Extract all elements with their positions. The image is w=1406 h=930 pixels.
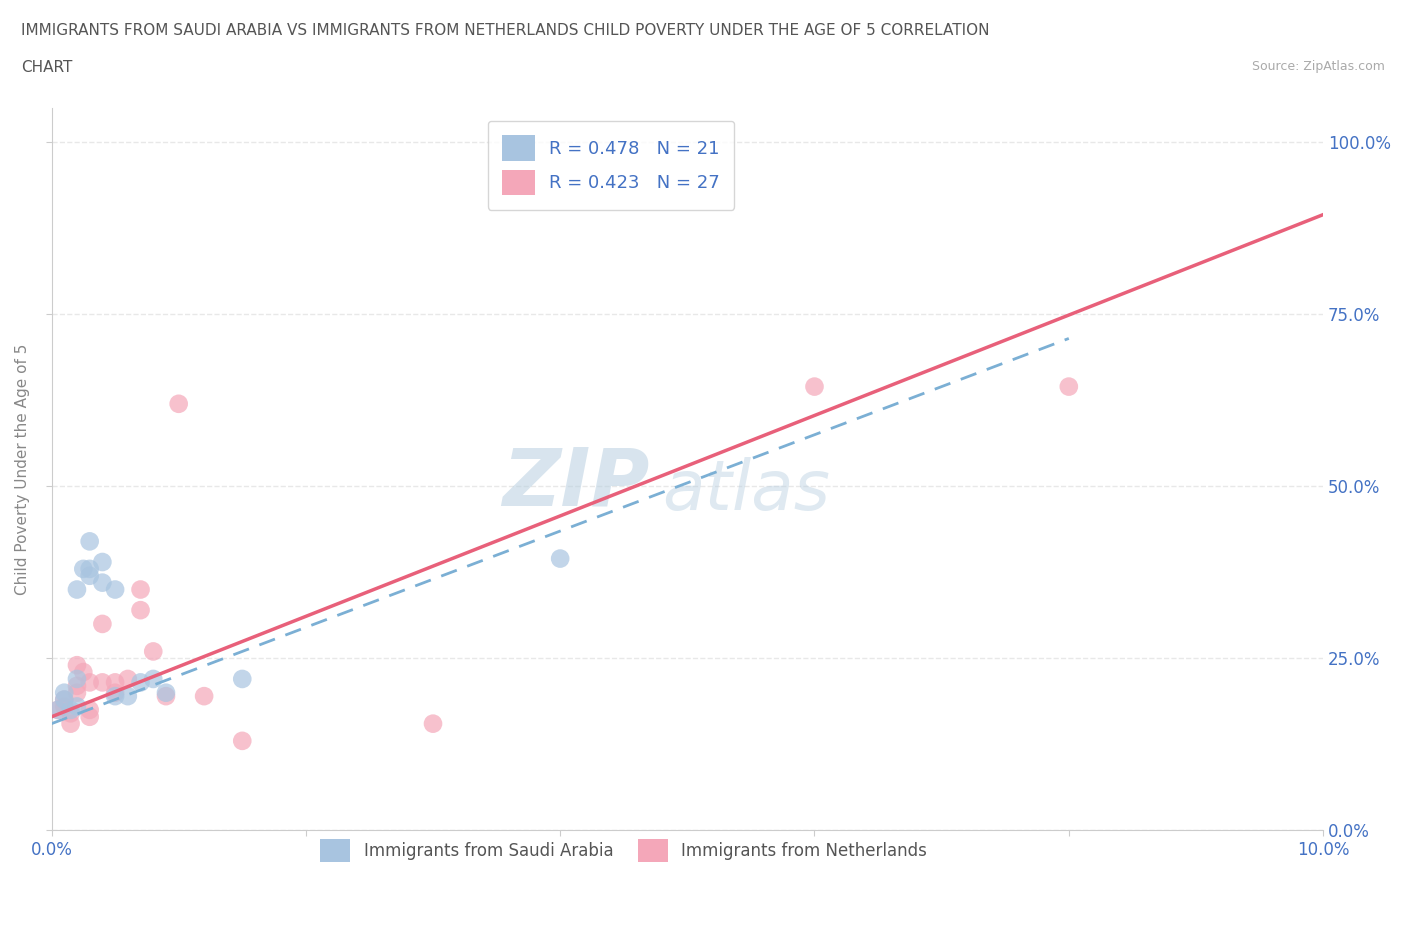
Point — [66, 582, 89, 597]
Point — [66, 678, 89, 693]
Text: ZIP: ZIP — [502, 445, 650, 523]
Point — [155, 685, 177, 700]
Point — [53, 692, 76, 707]
Point — [104, 582, 127, 597]
Point — [142, 671, 165, 686]
Point — [548, 551, 571, 566]
Point — [104, 689, 127, 704]
Point — [79, 568, 101, 583]
Point — [91, 576, 114, 591]
Text: Source: ZipAtlas.com: Source: ZipAtlas.com — [1251, 60, 1385, 73]
Point — [104, 675, 127, 690]
Point — [72, 562, 94, 577]
Point — [129, 603, 152, 618]
Point — [66, 658, 89, 672]
Point — [155, 689, 177, 704]
Point — [79, 710, 101, 724]
Text: CHART: CHART — [21, 60, 73, 75]
Point — [46, 702, 69, 717]
Point — [91, 554, 114, 569]
Legend: Immigrants from Saudi Arabia, Immigrants from Netherlands: Immigrants from Saudi Arabia, Immigrants… — [314, 832, 934, 869]
Point — [66, 671, 89, 686]
Point — [803, 379, 825, 394]
Point — [53, 685, 76, 700]
Point — [91, 617, 114, 631]
Point — [1057, 379, 1080, 394]
Point — [72, 665, 94, 680]
Point — [79, 702, 101, 717]
Point — [129, 582, 152, 597]
Y-axis label: Child Poverty Under the Age of 5: Child Poverty Under the Age of 5 — [15, 343, 30, 595]
Point — [79, 534, 101, 549]
Point — [46, 702, 69, 717]
Point — [53, 699, 76, 714]
Point — [104, 685, 127, 700]
Point — [231, 671, 253, 686]
Point — [117, 689, 139, 704]
Point — [91, 675, 114, 690]
Point — [79, 562, 101, 577]
Point — [167, 396, 190, 411]
Point — [142, 644, 165, 658]
Point — [117, 671, 139, 686]
Text: IMMIGRANTS FROM SAUDI ARABIA VS IMMIGRANTS FROM NETHERLANDS CHILD POVERTY UNDER : IMMIGRANTS FROM SAUDI ARABIA VS IMMIGRAN… — [21, 23, 990, 38]
Point — [59, 706, 82, 721]
Point — [66, 685, 89, 700]
Point — [53, 692, 76, 707]
Point — [59, 716, 82, 731]
Point — [66, 699, 89, 714]
Point — [193, 689, 215, 704]
Point — [79, 675, 101, 690]
Point — [231, 734, 253, 749]
Text: atlas: atlas — [662, 458, 830, 525]
Point — [59, 702, 82, 717]
Point — [129, 675, 152, 690]
Point — [422, 716, 444, 731]
